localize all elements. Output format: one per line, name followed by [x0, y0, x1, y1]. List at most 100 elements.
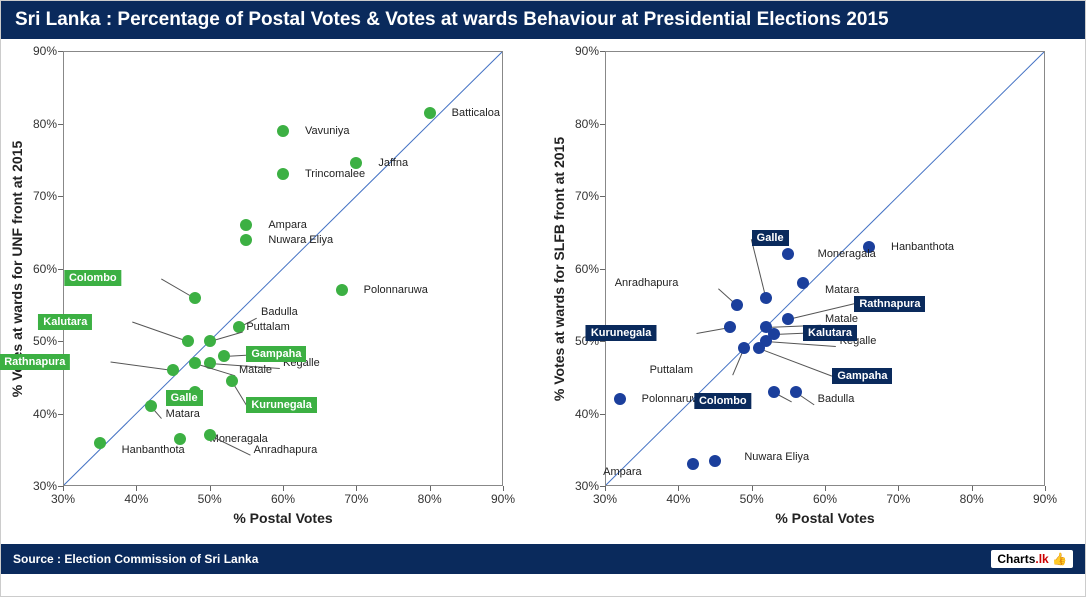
diagonal-line — [606, 52, 1044, 485]
boxed-label: Kurunegala — [586, 325, 657, 341]
y-tick-label: 60% — [569, 262, 599, 276]
data-point — [768, 328, 780, 340]
boxed-label: Gampaha — [832, 368, 892, 384]
point-label: Anradhapura — [615, 277, 679, 289]
boxed-label: Galle — [166, 390, 203, 406]
source-label: Source : Election Commission of Sri Lank… — [13, 552, 258, 566]
y-tick-label: 70% — [27, 189, 57, 203]
y-tick-label: 50% — [27, 334, 57, 348]
plot-area — [605, 51, 1045, 486]
data-point — [687, 458, 699, 470]
boxed-label: Colombo — [694, 393, 752, 409]
data-point — [226, 375, 238, 387]
plot-area — [63, 51, 503, 486]
point-label: Matara — [825, 284, 859, 296]
data-point — [204, 335, 216, 347]
point-label: Polonnaruwa — [364, 284, 428, 296]
chart-slfb: 30%30%40%40%50%50%60%60%70%70%80%80%90%9… — [543, 39, 1085, 544]
data-point — [731, 299, 743, 311]
boxed-label: Gampaha — [246, 346, 306, 362]
diagonal-line — [64, 52, 502, 485]
data-point — [182, 335, 194, 347]
data-point — [94, 437, 106, 449]
point-label: Badulla — [818, 393, 855, 405]
x-tick-label: 90% — [491, 492, 515, 506]
data-point — [724, 321, 736, 333]
point-label: Ampara — [268, 219, 307, 231]
x-tick-label: 30% — [51, 492, 75, 506]
point-label: Matale — [825, 313, 858, 325]
point-label: Batticaloa — [452, 107, 500, 119]
x-tick-label: 70% — [344, 492, 368, 506]
data-point — [768, 386, 780, 398]
y-tick-label: 30% — [569, 479, 599, 493]
data-point — [709, 455, 721, 467]
data-point — [760, 292, 772, 304]
y-tick-label: 30% — [27, 479, 57, 493]
x-axis-label: % Postal Votes — [775, 510, 874, 526]
data-point — [336, 284, 348, 296]
x-axis-label: % Postal Votes — [233, 510, 332, 526]
y-tick-label: 80% — [27, 117, 57, 131]
point-label: Badulla — [261, 306, 298, 318]
data-point — [218, 350, 230, 362]
y-tick-label: 80% — [569, 117, 599, 131]
x-tick-label: 70% — [886, 492, 910, 506]
boxed-label: Colombo — [64, 270, 122, 286]
y-axis-label: % Votes at wards for SLFB front at 2015 — [551, 136, 567, 400]
y-tick-label: 40% — [27, 407, 57, 421]
x-tick-label: 40% — [666, 492, 690, 506]
x-tick-label: 60% — [813, 492, 837, 506]
data-point — [797, 277, 809, 289]
point-label: Hanbanthota — [891, 241, 954, 253]
x-tick-label: 60% — [271, 492, 295, 506]
point-label: Puttalam — [650, 364, 693, 376]
data-point — [424, 107, 436, 119]
data-point — [753, 342, 765, 354]
data-point — [614, 393, 626, 405]
data-point — [233, 321, 245, 333]
x-tick-label: 50% — [198, 492, 222, 506]
boxed-label: Galle — [752, 230, 789, 246]
data-point — [145, 400, 157, 412]
data-point — [738, 342, 750, 354]
point-label: Nuwara Eliya — [744, 451, 809, 463]
data-point — [204, 429, 216, 441]
data-point — [782, 313, 794, 325]
data-point — [189, 292, 201, 304]
x-tick-label: 40% — [124, 492, 148, 506]
data-point — [167, 364, 179, 376]
chart-title: Sri Lanka : Percentage of Postal Votes &… — [1, 1, 1085, 39]
point-label: Matara — [166, 408, 200, 420]
boxed-label: Kurunegala — [246, 397, 317, 413]
brand-logo: Charts.lk 👍 — [991, 550, 1073, 568]
point-label: Hanbanthota — [122, 444, 185, 456]
point-label: Moneragala — [818, 248, 876, 260]
data-point — [240, 234, 252, 246]
point-label: Ampara — [603, 466, 642, 478]
footer-bar: Source : Election Commission of Sri Lank… — [1, 544, 1085, 574]
y-tick-label: 60% — [27, 262, 57, 276]
point-label: Trincomalee — [305, 168, 365, 180]
point-label: Anradhapura — [254, 444, 318, 456]
boxed-label: Kalutara — [38, 314, 92, 330]
y-tick-label: 70% — [569, 189, 599, 203]
boxed-label: Kalutara — [803, 325, 857, 341]
point-label: Jaffna — [378, 157, 408, 169]
x-tick-label: 90% — [1033, 492, 1057, 506]
point-label: Vavuniya — [305, 125, 349, 137]
boxed-label: Rathnapura — [854, 296, 925, 312]
x-tick-label: 80% — [418, 492, 442, 506]
data-point — [240, 219, 252, 231]
charts-container: 30%30%40%40%50%50%60%60%70%70%80%80%90%9… — [1, 39, 1085, 544]
boxed-label: Rathnapura — [0, 354, 70, 370]
data-point — [790, 386, 802, 398]
data-point — [782, 248, 794, 260]
data-point — [189, 357, 201, 369]
data-point — [277, 168, 289, 180]
x-tick-label: 50% — [740, 492, 764, 506]
y-tick-label: 90% — [27, 44, 57, 58]
point-label: Nuwara Eliya — [268, 234, 333, 246]
chart-unf: 30%30% 40% 40% 50% 50% 60% 60% 70% 70% 80% 80% 90% 9… — [1, 39, 543, 544]
point-label: Puttalam — [246, 321, 289, 333]
